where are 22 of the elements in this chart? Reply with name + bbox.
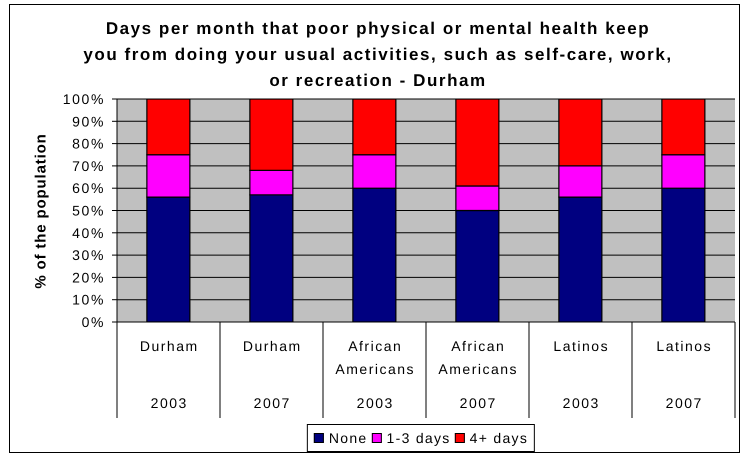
- y-tick-label: 60%: [72, 180, 105, 196]
- y-axis-title: % of the population: [32, 133, 50, 289]
- y-tick-label: 100%: [62, 90, 105, 107]
- legend-label: 1-3 days: [386, 430, 451, 446]
- y-tick-label: 50%: [72, 202, 105, 218]
- category-label: African Americans 2007: [438, 338, 518, 411]
- y-tick-label: 10%: [72, 292, 105, 308]
- y-tick-label: 80%: [72, 136, 105, 152]
- legend-label: None: [328, 430, 368, 446]
- y-tick-label: 90%: [72, 113, 105, 130]
- y-tick-label: 30%: [72, 247, 105, 264]
- category-label: Durham 2007: [242, 338, 302, 411]
- y-tick-label: 70%: [72, 158, 105, 174]
- category-label: Latinos 2003: [553, 338, 610, 411]
- category-label: African Americans 2003: [335, 338, 416, 411]
- y-tick-label: 20%: [72, 269, 105, 286]
- chart-title: Days per month that poor physical or mental health keep you from doing your usual activities, such as self-care, work, or recreation - Durham: [83, 19, 673, 90]
- y-tick-label: 40%: [72, 224, 105, 241]
- category-label: Durham 2003: [140, 338, 199, 411]
- category-label: Latinos 2007: [656, 338, 712, 411]
- legend-label: 4+ days: [470, 430, 528, 446]
- y-tick-label: 0%: [82, 314, 105, 330]
